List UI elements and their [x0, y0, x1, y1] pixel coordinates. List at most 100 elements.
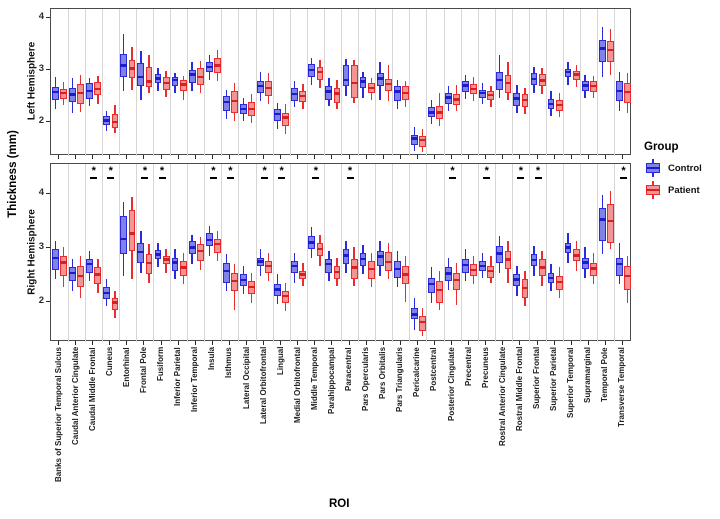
significance-marker: * — [156, 166, 168, 179]
significance-marker: * — [344, 165, 356, 179]
x-tickmark — [365, 155, 367, 159]
significance-marker: * — [105, 166, 117, 179]
gridline — [563, 9, 565, 156]
x-tickmark — [280, 155, 282, 159]
gridline — [341, 164, 342, 342]
box-control — [376, 251, 384, 266]
median-patient — [214, 243, 221, 246]
x-tickmark — [485, 341, 487, 345]
x-tickmark — [228, 155, 230, 159]
y-tickmark — [46, 16, 50, 18]
gridline — [597, 9, 599, 156]
median-patient — [94, 87, 102, 90]
median-control — [564, 246, 572, 249]
roi-tick-label: Frontal Pole — [138, 347, 148, 394]
x-tickmark — [519, 341, 521, 345]
median-patient — [419, 320, 426, 324]
median-control — [393, 90, 401, 93]
median-control — [137, 250, 145, 253]
median-patient — [589, 267, 597, 270]
significance-asterisk: * — [91, 165, 96, 177]
median-patient — [367, 267, 375, 271]
box-patient — [94, 267, 102, 285]
median-patient — [94, 273, 102, 276]
significance-marker: * — [481, 166, 493, 179]
significance-underline — [278, 177, 286, 179]
median-control — [325, 90, 333, 93]
legend-label-control: Control — [668, 162, 702, 174]
gridline — [563, 164, 565, 342]
x-tickmark — [263, 341, 265, 345]
significance-asterisk: * — [142, 165, 148, 177]
gridline — [426, 9, 428, 156]
median-control — [222, 100, 230, 103]
roi-tick-label: Rostral Middle Frontal — [514, 347, 524, 432]
median-control — [393, 267, 401, 271]
median-control — [376, 77, 384, 80]
gridline — [135, 9, 137, 156]
legend-key-median — [646, 189, 660, 191]
gridline — [204, 164, 206, 342]
median-control — [427, 282, 435, 286]
y-tickmark — [46, 192, 50, 194]
median-control — [496, 78, 504, 82]
significance-underline — [483, 177, 491, 179]
significance-underline — [534, 177, 542, 179]
median-patient — [538, 266, 546, 269]
gridline — [221, 9, 223, 156]
gridline — [306, 9, 308, 156]
significance-marker: * — [447, 166, 459, 179]
box-patient — [196, 244, 204, 261]
legend-item-patient: Patient — [644, 181, 720, 199]
significance-marker: * — [276, 166, 288, 179]
x-tickmark — [194, 341, 196, 345]
legend-item-control: Control — [644, 159, 720, 177]
x-tickmark — [92, 341, 94, 345]
roi-tick-label: Fusiform — [156, 347, 166, 382]
x-tickmark — [109, 155, 111, 159]
gridline — [101, 164, 103, 342]
gridline — [84, 164, 86, 342]
roi-tick-label: Transverse Temporal — [617, 347, 627, 427]
significance-marker: * — [617, 166, 629, 179]
median-control — [445, 96, 452, 99]
median-control — [120, 64, 128, 67]
median-patient — [453, 278, 461, 282]
median-control — [479, 91, 487, 95]
roi-tick-label: Banks of Superior Temporal Sulcus — [53, 347, 63, 482]
roi-tick-label: Pars Orbitalis — [378, 347, 388, 400]
x-axis-title: ROI — [329, 498, 350, 510]
significance-asterisk: * — [228, 165, 233, 177]
roi-tick-label: Isthmus — [224, 347, 234, 378]
gridline — [358, 9, 360, 156]
y-axis-title: Thickness (mm) — [7, 130, 19, 218]
gridline — [170, 9, 172, 156]
x-tickmark — [570, 341, 572, 345]
roi-tick-label: Parahippocampal — [326, 347, 336, 414]
roi-tick-label: Pars Opercularis — [361, 347, 371, 412]
legend-label-patient: Patient — [668, 184, 700, 196]
gridline — [409, 9, 411, 156]
median-control — [513, 278, 521, 281]
x-tickmark — [433, 341, 435, 345]
median-patient — [299, 94, 307, 98]
significance-asterisk: * — [347, 165, 353, 177]
x-tickmark — [228, 341, 230, 345]
box-control — [222, 96, 230, 112]
median-patient — [111, 120, 119, 124]
median-patient — [77, 91, 85, 95]
gridline — [187, 9, 189, 156]
significance-marker: * — [139, 165, 151, 179]
median-patient — [162, 81, 170, 85]
roi-tick-label: Postcentral — [429, 347, 439, 391]
median-control — [205, 65, 213, 69]
median-control — [530, 77, 538, 81]
median-control — [513, 97, 521, 100]
gridline — [375, 164, 377, 342]
x-tickmark — [246, 155, 247, 159]
gridline — [238, 164, 240, 342]
median-patient — [77, 274, 85, 278]
median-control — [103, 291, 111, 294]
median-control — [342, 254, 350, 257]
median-control — [137, 75, 145, 78]
